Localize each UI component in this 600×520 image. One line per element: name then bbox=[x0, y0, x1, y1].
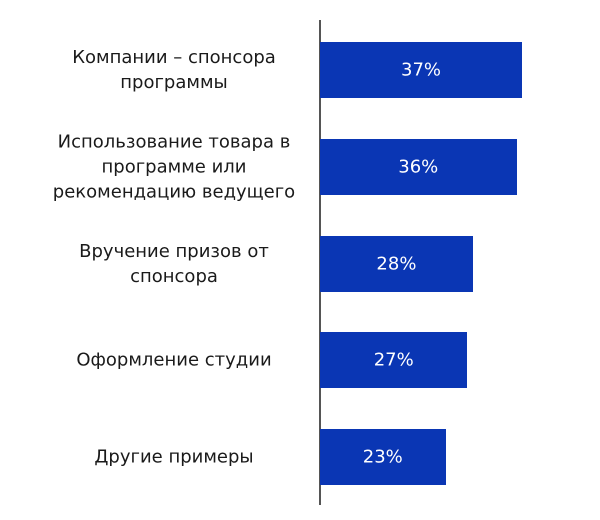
value-label: 28% bbox=[376, 253, 417, 275]
category-label: Компании – спонсора программы bbox=[72, 47, 276, 93]
bar bbox=[320, 332, 468, 389]
category-label: Другие примеры bbox=[94, 446, 254, 468]
bar bbox=[320, 42, 523, 98]
value-label: 37% bbox=[400, 59, 442, 81]
bar bbox=[320, 235, 473, 292]
value-label: 36% bbox=[398, 156, 439, 178]
bar bbox=[320, 138, 517, 195]
category-label: Вручение призов от спонсора bbox=[79, 240, 269, 287]
category-label: Использование товара в программе или рек… bbox=[52, 131, 296, 203]
bar bbox=[320, 429, 446, 486]
category-label: Оформление студии bbox=[76, 349, 272, 371]
value-label: 27% bbox=[373, 349, 414, 371]
value-label: 23% bbox=[362, 446, 403, 468]
axis-line bbox=[319, 20, 321, 505]
